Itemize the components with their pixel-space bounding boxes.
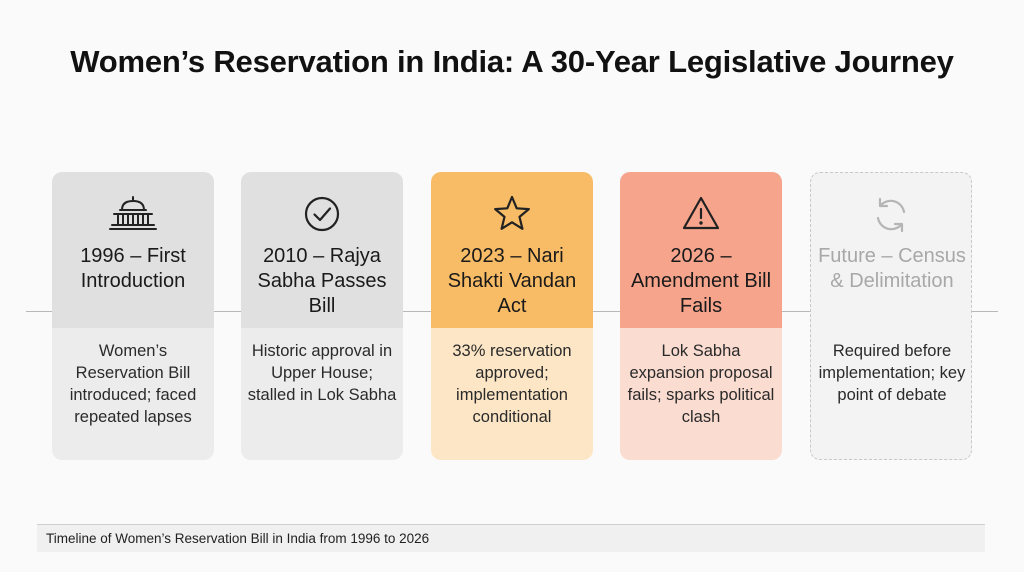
milestone-card-body [431,328,593,460]
check-circle-icon [241,194,403,234]
milestone-card-2023: 2023 – Nari Shakti Vandan Act 33% reserv… [431,172,593,460]
milestone-heading: Future – Census & Delimitation [818,245,966,292]
milestone-description: 33% reservation approved; implementation… [452,342,572,426]
page-title: Women’s Reservation in India: A 30-Year … [70,44,954,79]
milestone-description: Required before implementation; key poin… [818,342,966,404]
milestone-card-body [241,328,403,460]
milestone-card-2026: 2026 – Amendment Bill Fails Lok Sabha ex… [620,172,782,460]
milestone-description: Historic approval in Upper House; stalle… [247,342,397,404]
milestone-description: Lok Sabha expansion proposal fails; spar… [627,342,775,426]
warning-triangle-icon [620,194,782,234]
refresh-cycle-icon [811,195,971,235]
milestone-heading: 2010 – Rajya Sabha Passes Bill [257,245,387,317]
milestone-heading: 2026 – Amendment Bill Fails [630,245,772,317]
milestone-description: Women’s Reservation Bill introduced; fac… [69,342,197,426]
parliament-building-icon [52,194,214,234]
milestone-card-future: Future – Census & Delimitation Required … [810,172,972,460]
caption-text: Timeline of Women’s Reservation Bill in … [46,531,430,546]
milestone-card-body [52,328,214,460]
star-icon [431,194,593,234]
caption-bar: Timeline of Women’s Reservation Bill in … [37,524,985,552]
milestone-heading: 2023 – Nari Shakti Vandan Act [447,245,577,317]
milestone-card-2010: 2010 – Rajya Sabha Passes Bill Historic … [241,172,403,460]
milestone-heading: 1996 – First Introduction [80,245,186,292]
milestone-card-body [620,328,782,460]
milestone-card-1996: 1996 – First Introduction Women’s Reserv… [52,172,214,460]
